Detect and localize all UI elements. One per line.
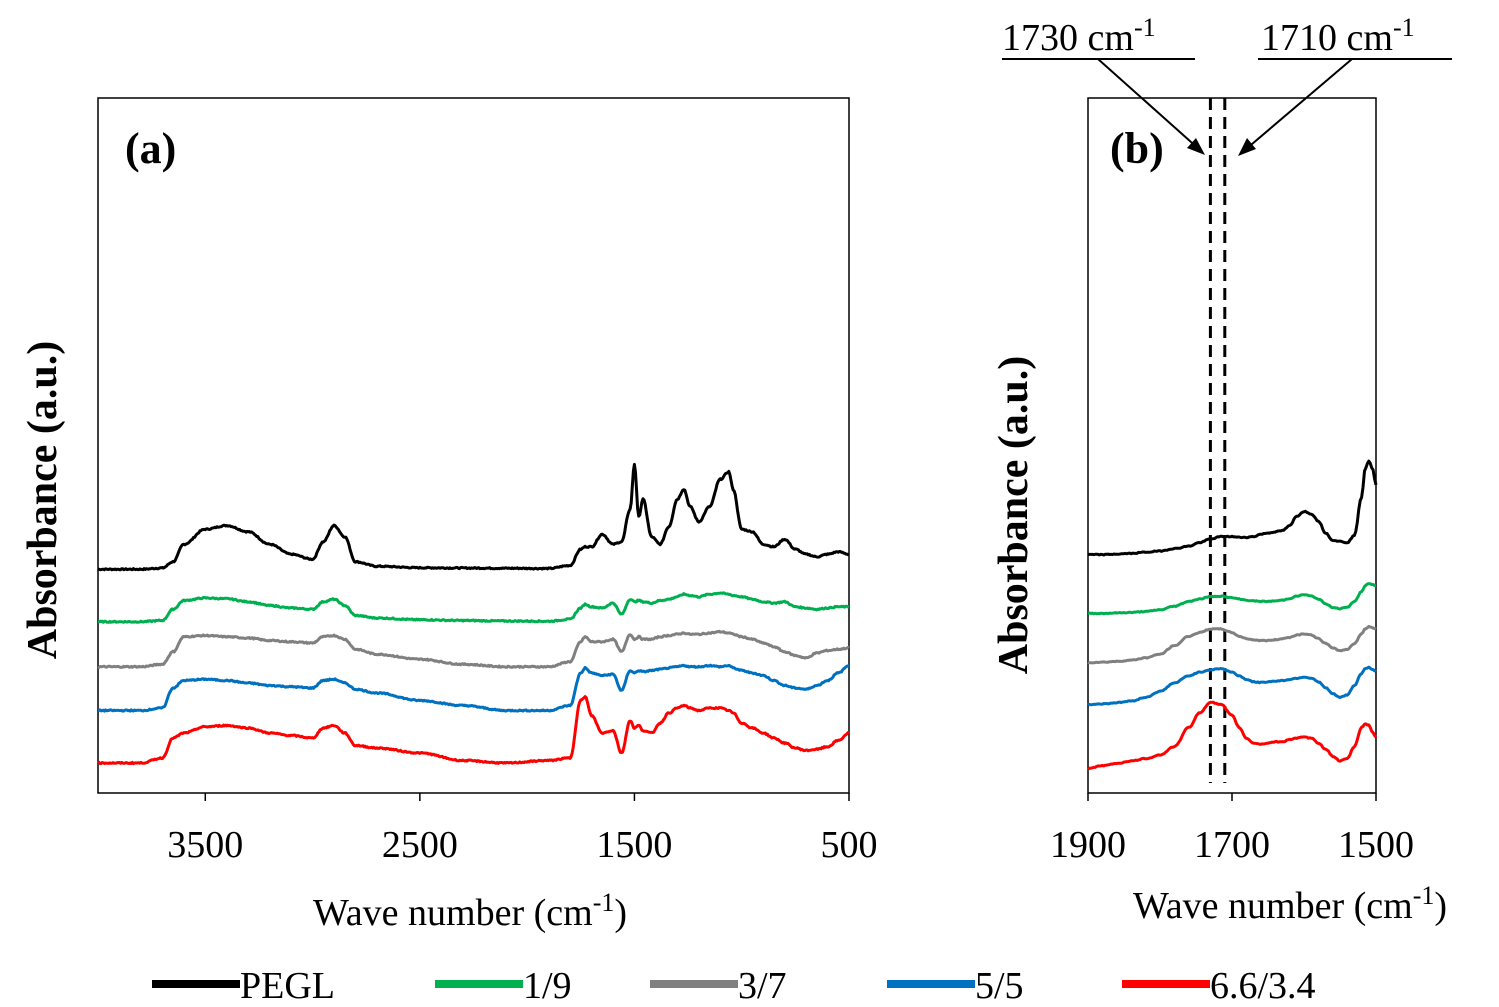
panel-a-series-line-6-6-3-4 [96, 695, 850, 766]
panel-b-x-axis-title-close: ) [1434, 885, 1447, 927]
annotation-1710-arrow [1244, 58, 1353, 151]
panel-b-x-ticks: 1900 1700 1500 [1050, 793, 1414, 866]
panel-b-plot-frame [1087, 97, 1377, 794]
annotation-1710-sup: -1 [1393, 13, 1415, 42]
panel-b-x-axis-title-main: Wave number (cm [1133, 885, 1413, 927]
legend-label-4: 6.6/3.4 [1210, 965, 1316, 1007]
panel-b-x-tick-label: 1700 [1194, 824, 1270, 866]
panel-b-series-line-PEGL [1087, 459, 1378, 557]
panel-b-x-tick-label: 1900 [1050, 824, 1126, 866]
panel-b-label: (b) [1110, 124, 1164, 173]
panel-a-series-group [96, 462, 850, 766]
panel-a-series-line-1-9 [97, 591, 850, 624]
panel-b-series-group [1087, 459, 1378, 770]
panel-b-chart: 1900 1700 1500 (b) Absorbance (a.u.) Wave … [991, 13, 1452, 927]
panel-a-x-ticks: 3500 2500 1500 500 [167, 793, 878, 866]
panel-a-label: (a) [125, 124, 176, 173]
panel-b-series-line-1-9 [1087, 582, 1377, 616]
legend-label-3: 5/5 [975, 965, 1024, 1007]
panel-a-series-line-PEGL [97, 462, 850, 572]
panel-a-x-tick-label: 3500 [167, 824, 243, 866]
panel-b-x-tick-label: 1500 [1338, 824, 1414, 866]
annotation-1730-arrowhead [1187, 138, 1205, 155]
annotation-1730-sup: -1 [1134, 13, 1156, 42]
panel-b-series-line-5-5 [1087, 665, 1377, 707]
panel-b-reference-lines [1208, 98, 1227, 783]
annotation-1730-text: 1730 cm [1002, 17, 1134, 59]
panel-a-x-axis-title-main: Wave number (cm [313, 892, 593, 934]
panel-a-x-axis-title-sup: -1 [593, 888, 615, 917]
panel-a-x-tick-label: 2500 [382, 824, 458, 866]
annotation-1710-arrowhead [1238, 138, 1256, 156]
legend-label-1: 1/9 [523, 965, 572, 1007]
annotation-1730-label: 1730 cm-1 [1002, 13, 1156, 59]
panel-a-series-line-5-5 [97, 663, 850, 713]
panel-a-plot-frame [97, 97, 850, 794]
panel-a-x-tick-label: 500 [821, 824, 878, 866]
panel-b-series-line-3-7 [1087, 624, 1377, 665]
panel-a-chart: 3500 2500 1500 500 (a) Absorbance (a.u.) Wa… [20, 97, 878, 934]
panel-a-y-axis-title: Absorbance (a.u.) [20, 341, 66, 660]
annotation-1710-label: 1710 cm-1 [1261, 13, 1415, 59]
panel-a-x-axis-title: Wave number (cm-1) [313, 888, 627, 934]
panel-a-series-line-3-7 [97, 629, 850, 669]
panel-b-x-axis-title-sup: -1 [1413, 881, 1435, 910]
legend: PEGL 1/9 3/7 5/5 6.6/3.4 [152, 965, 1316, 1007]
panel-a-x-tick-label: 1500 [596, 824, 672, 866]
panel-b-y-axis-title: Absorbance (a.u.) [991, 356, 1037, 675]
annotation-1730-arrow [1097, 58, 1201, 151]
panel-b-series-line-6-6-3-4 [1087, 700, 1378, 770]
legend-label-0: PEGL [240, 965, 335, 1007]
panel-b-x-axis-title: Wave number (cm-1) [1133, 881, 1447, 927]
legend-label-2: 3/7 [738, 965, 787, 1007]
panel-a-x-axis-title-close: ) [614, 892, 627, 934]
annotation-1710-text: 1710 cm [1261, 17, 1393, 59]
